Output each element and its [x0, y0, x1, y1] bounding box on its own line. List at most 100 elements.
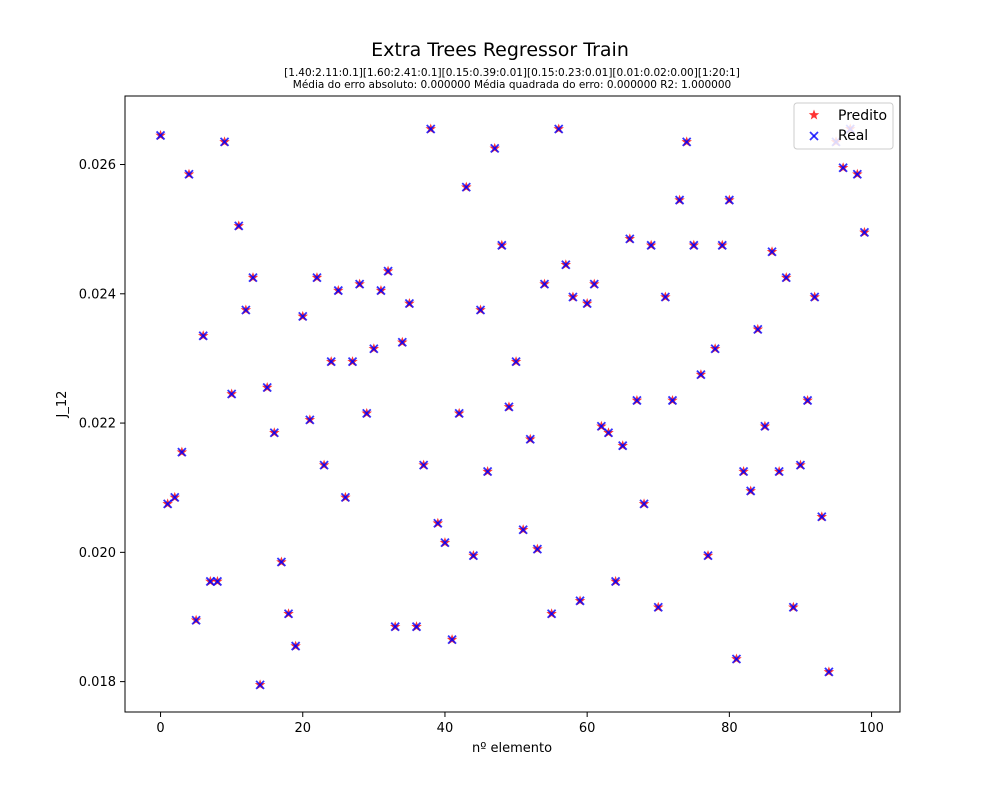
real-point — [333, 285, 343, 296]
real-point — [411, 622, 422, 632]
real-point — [354, 279, 365, 289]
real-point — [731, 654, 742, 664]
legend-star-icon — [808, 109, 820, 120]
real-point — [674, 195, 685, 205]
real-point — [653, 602, 663, 612]
real-point — [795, 460, 806, 470]
real-point — [788, 602, 798, 612]
y-axis-label: J_12 — [55, 391, 70, 419]
y-tick-label: 0.020 — [79, 546, 116, 561]
real-point — [184, 169, 194, 179]
real-point — [760, 421, 770, 431]
real-point — [362, 408, 372, 419]
real-point — [696, 369, 706, 380]
real-point — [283, 609, 294, 619]
real-point — [746, 486, 756, 496]
real-point — [205, 576, 215, 587]
real-point — [276, 557, 287, 567]
x-tick-label: 100 — [859, 721, 884, 736]
plot-area-frame — [124, 95, 901, 713]
chart-title: Extra Trees Regressor Train — [371, 39, 629, 61]
real-point — [219, 137, 230, 147]
legend: Predito Real — [793, 102, 894, 150]
real-point — [689, 240, 699, 250]
real-point — [170, 492, 180, 503]
chart-subtitle-line2: Média do erro absoluto: 0.000000 Média q… — [293, 79, 731, 91]
real-point — [490, 143, 500, 153]
real-point — [369, 344, 379, 354]
real-point — [447, 634, 457, 645]
real-point — [504, 402, 514, 412]
real-point — [234, 221, 244, 231]
y-axis-ticks: 0.018 0.020 0.022 0.024 0.026 — [79, 158, 125, 690]
real-point — [532, 544, 543, 554]
real-point — [482, 466, 493, 477]
real-point — [546, 609, 557, 619]
real-point — [625, 234, 635, 244]
real-point — [539, 279, 550, 289]
x-tick-label: 60 — [579, 721, 596, 736]
real-point — [717, 240, 727, 250]
real-point — [241, 305, 251, 315]
x-axis-ticks: 0 20 40 60 80 100 — [156, 712, 884, 736]
real-point — [518, 525, 528, 535]
x-tick-label: 0 — [156, 721, 164, 736]
real-point — [326, 357, 336, 367]
real-point — [774, 466, 784, 477]
real-point — [454, 408, 464, 419]
data-points — [155, 123, 870, 690]
y-tick-label: 0.022 — [79, 417, 116, 432]
real-point — [618, 441, 628, 451]
real-point — [525, 434, 535, 444]
real-point — [660, 292, 671, 302]
real-point — [433, 518, 443, 528]
real-point — [418, 460, 429, 470]
real-point — [404, 298, 415, 309]
legend-label-predito: Predito — [838, 108, 887, 124]
real-point — [575, 596, 585, 606]
chart-subtitle-line1: [1.40:2.11:0.1][1.60:2.41:0.1][0.15:0.39… — [284, 67, 740, 79]
legend-x-icon — [809, 131, 819, 141]
real-point — [269, 428, 279, 438]
real-point — [817, 512, 827, 522]
real-point — [383, 266, 393, 276]
real-point — [852, 169, 862, 179]
real-point — [824, 667, 834, 677]
real-point — [497, 240, 507, 250]
real-point — [255, 680, 265, 690]
real-point — [426, 124, 436, 134]
legend-box — [793, 102, 894, 150]
y-tick-label: 0.024 — [79, 287, 116, 302]
real-point — [610, 576, 621, 587]
x-tick-label: 80 — [721, 721, 738, 736]
real-point — [291, 641, 301, 651]
real-point — [561, 260, 571, 270]
real-point — [397, 337, 407, 347]
real-point — [554, 124, 564, 134]
real-point — [582, 298, 592, 309]
real-point — [191, 615, 201, 625]
real-point — [738, 466, 749, 477]
real-point — [682, 137, 692, 147]
real-point — [177, 447, 187, 457]
real-point — [163, 499, 173, 509]
real-point — [511, 357, 521, 367]
real-point — [568, 292, 578, 302]
x-axis-label: nº elemento — [472, 741, 552, 756]
real-point — [198, 331, 208, 341]
real-point — [312, 272, 322, 283]
real-point — [248, 272, 258, 283]
legend-marker-real — [809, 131, 819, 141]
y-tick-label: 0.026 — [79, 158, 116, 173]
real-point — [724, 195, 734, 205]
real-point — [440, 538, 450, 548]
y-tick-label: 0.018 — [79, 675, 116, 690]
real-point — [262, 382, 272, 393]
real-point — [212, 576, 223, 587]
real-point — [155, 130, 166, 141]
real-point — [802, 395, 813, 406]
real-point — [376, 285, 386, 296]
real-point — [596, 421, 607, 431]
real-point — [589, 279, 599, 289]
